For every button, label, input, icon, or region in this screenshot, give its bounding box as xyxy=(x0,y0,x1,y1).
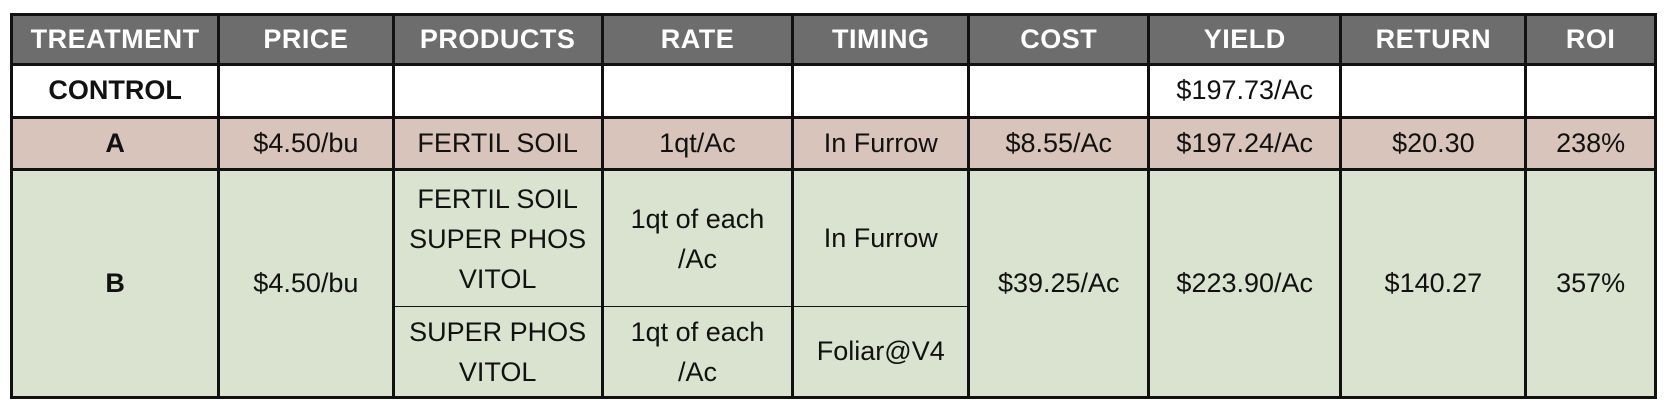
b-app1-product: VITOL xyxy=(458,263,537,294)
control-rate-cell xyxy=(600,63,795,119)
b-app2-product: SUPER PHOS xyxy=(409,316,587,347)
b-app1-product: SUPER PHOS xyxy=(409,223,587,254)
a-treatment-cell: A xyxy=(9,115,221,172)
header-timing: TIMING xyxy=(791,13,971,66)
header-roi: ROI xyxy=(1524,13,1657,66)
b-price-cell: $4.50/bu xyxy=(217,168,395,399)
control-treatment-cell: CONTROL xyxy=(9,63,221,119)
table-row-control: CONTROL $197.73/Ac xyxy=(9,63,1657,119)
header-rate: RATE xyxy=(600,13,795,66)
control-price-cell xyxy=(217,63,395,119)
b-app2-rate-cell: 1qt of each /Ac xyxy=(600,306,795,399)
b-treatment-cell: B xyxy=(9,168,221,399)
control-yield-cell: $197.73/Ac xyxy=(1147,63,1343,119)
b-roi-cell: 357% xyxy=(1524,168,1657,399)
b-app2-rate-line: 1qt of each xyxy=(630,316,765,347)
b-app1-timing-cell: In Furrow xyxy=(791,168,971,308)
header-price: PRICE xyxy=(217,13,395,66)
b-cost-cell: $39.25/Ac xyxy=(967,168,1151,399)
header-return: RETURN xyxy=(1339,13,1528,66)
b-app1-product: FERTIL SOIL xyxy=(417,183,578,214)
b-app1-rate-cell: 1qt of each /Ac xyxy=(600,168,795,308)
b-app2-rate-line: /Ac xyxy=(677,356,717,387)
b-app1-products-cell: FERTIL SOIL SUPER PHOS VITOL xyxy=(391,168,604,308)
control-products-cell xyxy=(391,63,604,119)
header-treatment: TREATMENT xyxy=(9,13,221,66)
b-yield-cell: $223.90/Ac xyxy=(1147,168,1343,399)
b-app1-rate-line: /Ac xyxy=(677,243,717,274)
b-app2-timing-cell: Foliar@V4 xyxy=(791,306,971,399)
b-return-cell: $140.27 xyxy=(1339,168,1528,399)
control-cost-cell xyxy=(967,63,1151,119)
header-yield: YIELD xyxy=(1147,13,1343,66)
control-timing-cell xyxy=(791,63,971,119)
a-roi-cell: 238% xyxy=(1524,115,1657,172)
a-products-cell: FERTIL SOIL xyxy=(391,115,604,172)
treatment-roi-table: TREATMENT PRICE PRODUCTS RATE TIMING COS… xyxy=(9,13,1657,399)
a-timing-cell: In Furrow xyxy=(791,115,971,172)
b-app1-rate-line: 1qt of each xyxy=(630,203,765,234)
header-cost: COST xyxy=(967,13,1151,66)
header-products: PRODUCTS xyxy=(391,13,604,66)
table-row-a: A $4.50/bu FERTIL SOIL 1qt/Ac In Furrow … xyxy=(9,115,1657,172)
header-row: TREATMENT PRICE PRODUCTS RATE TIMING COS… xyxy=(9,13,1657,66)
control-return-cell xyxy=(1339,63,1528,119)
table-row-b-application-1: B $4.50/bu FERTIL SOIL SUPER PHOS VITOL … xyxy=(9,168,1657,399)
control-roi-cell xyxy=(1524,63,1657,119)
a-cost-cell: $8.55/Ac xyxy=(967,115,1151,172)
a-yield-cell: $197.24/Ac xyxy=(1147,115,1343,172)
a-return-cell: $20.30 xyxy=(1339,115,1528,172)
a-rate-cell: 1qt/Ac xyxy=(600,115,795,172)
b-app2-products-cell: SUPER PHOS VITOL xyxy=(391,306,604,399)
table-row-b-application-2: SUPER PHOS VITOL 1qt of each /Ac Foliar@… xyxy=(12,306,1656,399)
b-app2-product: VITOL xyxy=(458,356,537,387)
a-price-cell: $4.50/bu xyxy=(217,115,395,172)
